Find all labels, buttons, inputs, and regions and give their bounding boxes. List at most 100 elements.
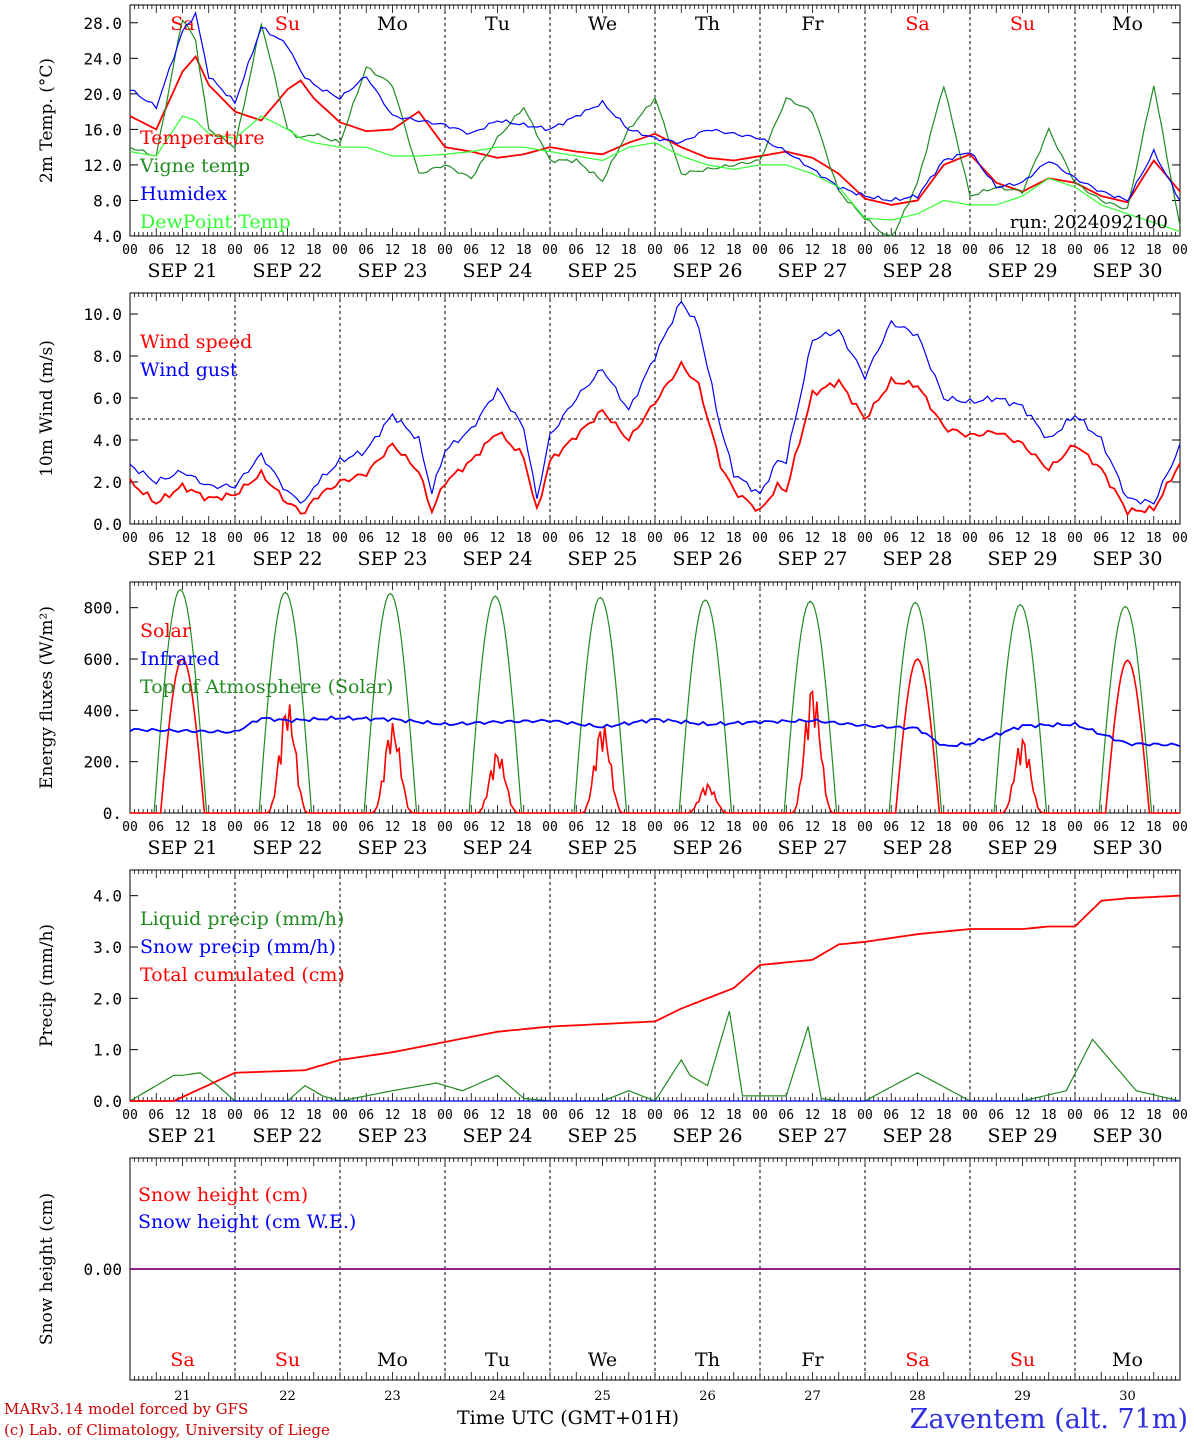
x-hour-label: 12 — [700, 243, 716, 258]
x-axis-label: Time UTC (GMT+01H) — [457, 1407, 679, 1429]
footer: MARv3.14 model forced by GFS (c) Lab. of … — [4, 1400, 1188, 1439]
x-hour-label: 18 — [411, 820, 427, 835]
x-hour-label: 18 — [936, 820, 952, 835]
x-hour-label: 06 — [358, 820, 374, 835]
x-hour-label: 06 — [988, 531, 1004, 546]
x-date-label: SEP 21 — [148, 260, 218, 282]
x-date-label: SEP 24 — [463, 548, 533, 570]
x-hour-label: 00 — [857, 1108, 873, 1123]
x-hour-label: 06 — [463, 531, 479, 546]
x-hour-label: 12 — [280, 243, 296, 258]
x-date-label: SEP 25 — [568, 260, 638, 282]
x-hour-label: 00 — [332, 531, 348, 546]
x-hour-label: 18 — [516, 243, 532, 258]
x-date-label: SEP 21 — [148, 1125, 218, 1147]
legend-entry: Infrared — [140, 648, 220, 670]
x-hour-label: 12 — [595, 820, 611, 835]
x-hour-label: 18 — [621, 243, 637, 258]
x-hour-label: 00 — [752, 243, 768, 258]
x-hour-label: 00 — [332, 820, 348, 835]
x-hour-label: 06 — [253, 243, 269, 258]
x-date-label: SEP 30 — [1093, 548, 1163, 570]
x-hour-label: 18 — [621, 820, 637, 835]
y-tick-label: 0.00 — [83, 1260, 122, 1279]
y-tick-label: 2.0 — [93, 473, 122, 492]
x-date-label: SEP 22 — [253, 1125, 323, 1147]
x-hour-label: 18 — [201, 820, 217, 835]
x-hour-label: 12 — [1120, 243, 1136, 258]
station-label: Zaventem (alt. 71m) — [910, 1404, 1188, 1435]
x-hour-label: 18 — [201, 1108, 217, 1123]
x-hour-label: 00 — [647, 1108, 663, 1123]
x-date-label: SEP 28 — [883, 548, 953, 570]
x-hour-label: 12 — [700, 1108, 716, 1123]
x-hour-label: 00 — [122, 1108, 138, 1123]
y-tick-label: 4.0 — [93, 227, 122, 246]
run-annotation: run: 2024092100 — [1010, 212, 1168, 233]
series-line-infrared — [129, 715, 1181, 748]
x-date-label: SEP 24 — [463, 837, 533, 859]
x-hour-label: 18 — [1146, 1108, 1162, 1123]
x-hour-label: 00 — [227, 1108, 243, 1123]
x-hour-label: 18 — [411, 531, 427, 546]
x-date-label: SEP 30 — [1093, 260, 1163, 282]
x-hour-label: 06 — [568, 1108, 584, 1123]
y-tick-label: 28.0 — [83, 14, 122, 33]
y-tick-label: 600. — [83, 650, 122, 669]
day-name-label: Th — [695, 1349, 720, 1371]
x-hour-label: 18 — [831, 243, 847, 258]
day-name-label: Fr — [801, 1349, 824, 1371]
x-hour-label: 06 — [358, 531, 374, 546]
legend-entry: DewPoint Temp — [140, 211, 291, 233]
y-tick-label: 0.0 — [93, 1092, 122, 1111]
x-date-label: SEP 27 — [778, 548, 848, 570]
x-hour-label: 06 — [148, 820, 164, 835]
y-tick-label: 6.0 — [93, 389, 122, 408]
x-hour-label: 12 — [490, 1108, 506, 1123]
x-hour-label: 00 — [122, 243, 138, 258]
x-hour-label: 06 — [253, 531, 269, 546]
x-hour-label: 18 — [936, 531, 952, 546]
x-hour-label: 18 — [726, 243, 742, 258]
x-hour-label: 00 — [122, 820, 138, 835]
x-hour-label: 06 — [253, 820, 269, 835]
day-name-label: Mo — [377, 13, 408, 35]
day-name-label: Mo — [1112, 13, 1143, 35]
x-hour-label: 06 — [148, 243, 164, 258]
x-hour-label: 18 — [411, 243, 427, 258]
x-hour-label: 00 — [1172, 243, 1188, 258]
x-hour-label: 00 — [647, 820, 663, 835]
x-date-label: SEP 21 — [148, 548, 218, 570]
panel-5: 0.00 Snow height (cm) Snow height (cm) Snow… — [37, 1157, 1181, 1404]
panel-3: 0. 200. 400. 600. 800. Energy fluxes (W/m²) 00… — [37, 581, 1188, 859]
x-hour-label: 06 — [883, 243, 899, 258]
x-hour-label: 12 — [910, 1108, 926, 1123]
x-hour-label: 06 — [148, 1108, 164, 1123]
x-hour-label: 06 — [358, 1108, 374, 1123]
x-hour-label: 18 — [1041, 820, 1057, 835]
x-hour-label: 12 — [910, 243, 926, 258]
x-hour-label: 12 — [805, 531, 821, 546]
x-hour-label: 06 — [1093, 820, 1109, 835]
x-hour-label: 18 — [306, 1108, 322, 1123]
x-hour-label: 18 — [726, 531, 742, 546]
x-hour-label: 00 — [962, 531, 978, 546]
x-hour-label: 00 — [332, 243, 348, 258]
x-hour-label: 18 — [411, 1108, 427, 1123]
x-date-label: SEP 24 — [463, 260, 533, 282]
x-hour-label: 00 — [437, 820, 453, 835]
x-hour-label: 12 — [490, 243, 506, 258]
x-date-label: SEP 26 — [673, 548, 743, 570]
legend-entry: Liquid precip (mm/h) — [140, 908, 344, 930]
x-hour-label: 06 — [1093, 531, 1109, 546]
x-hour-label: 12 — [280, 531, 296, 546]
x-hour-label: 06 — [673, 243, 689, 258]
x-hour-label: 00 — [962, 820, 978, 835]
credit-line: (c) Lab. of Climatology, University of L… — [4, 1421, 330, 1439]
x-date-label: SEP 26 — [673, 837, 743, 859]
x-hour-label: 06 — [778, 243, 794, 258]
x-hour-label: 06 — [463, 820, 479, 835]
legend-entry: Temperature — [140, 127, 264, 149]
x-hour-label: 06 — [463, 1108, 479, 1123]
x-hour-label: 12 — [175, 243, 191, 258]
